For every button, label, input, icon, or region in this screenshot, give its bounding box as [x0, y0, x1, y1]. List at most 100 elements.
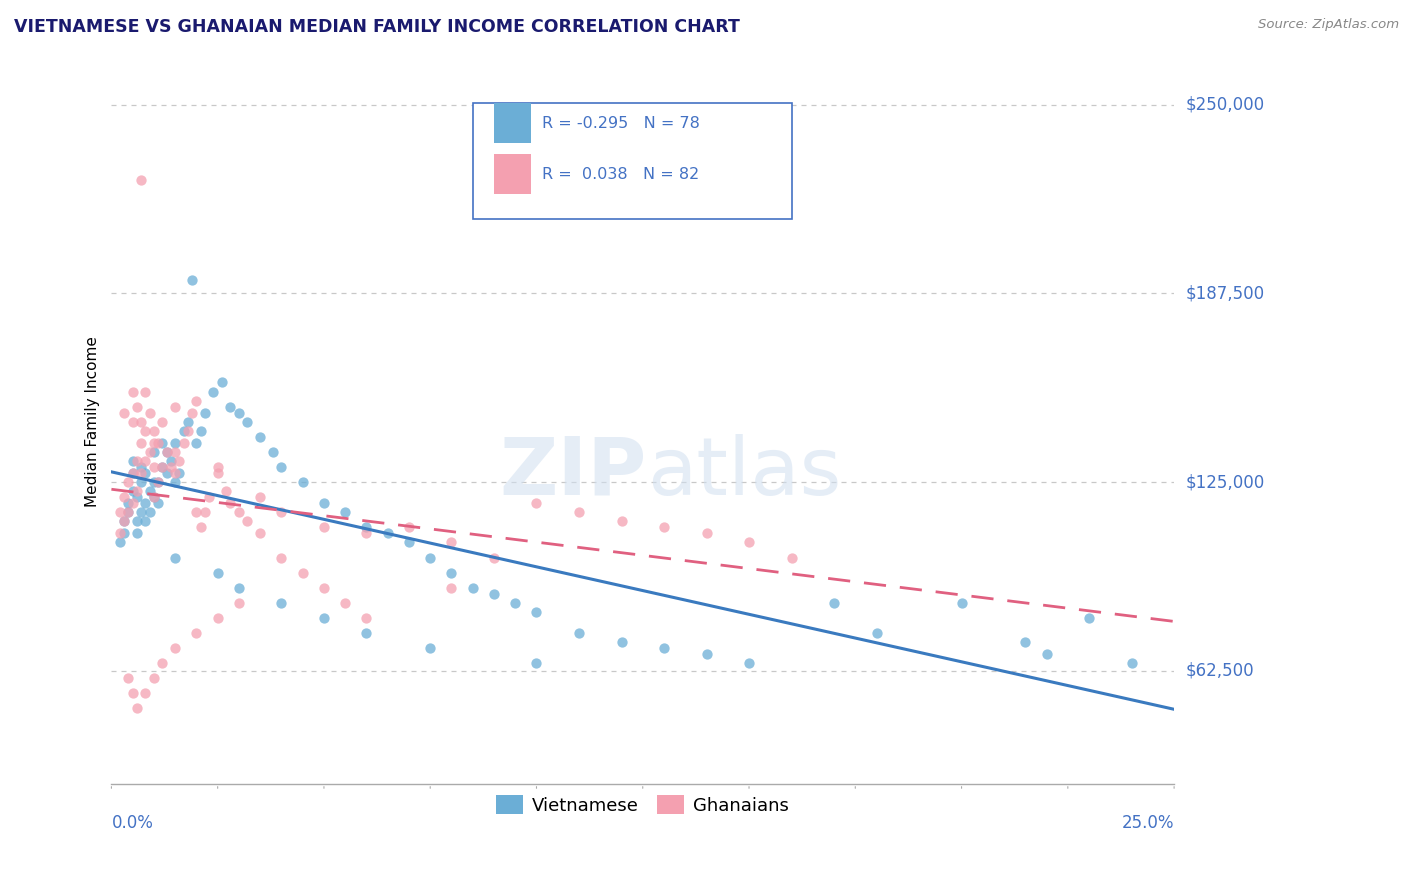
Text: $125,000: $125,000	[1185, 473, 1264, 491]
Point	[160, 454, 183, 468]
Text: 25.0%: 25.0%	[1122, 814, 1174, 832]
Point	[152, 415, 174, 429]
Point	[356, 611, 378, 625]
Point	[173, 424, 195, 438]
Point	[125, 454, 148, 468]
Text: Source: ZipAtlas.com: Source: ZipAtlas.com	[1258, 18, 1399, 31]
Point	[652, 641, 675, 656]
Point	[156, 466, 179, 480]
Legend: Vietnamese, Ghanaians: Vietnamese, Ghanaians	[489, 789, 796, 822]
Point	[228, 505, 250, 519]
Point	[165, 435, 187, 450]
Point	[219, 496, 242, 510]
Point	[125, 400, 148, 414]
Point	[207, 466, 229, 480]
Point	[207, 566, 229, 580]
Point	[249, 430, 271, 444]
Point	[568, 626, 591, 640]
Point	[262, 445, 284, 459]
Point	[356, 526, 378, 541]
Point	[398, 520, 420, 534]
Point	[112, 526, 135, 541]
Point	[138, 484, 160, 499]
Point	[156, 445, 179, 459]
Point	[228, 581, 250, 595]
Point	[129, 435, 152, 450]
Point	[129, 460, 152, 475]
Point	[738, 656, 761, 670]
Point	[356, 626, 378, 640]
Point	[152, 435, 174, 450]
Point	[121, 415, 143, 429]
Text: $62,500: $62,500	[1185, 662, 1254, 680]
Point	[228, 596, 250, 610]
FancyBboxPatch shape	[472, 103, 792, 219]
Point	[125, 490, 148, 504]
Point	[377, 526, 399, 541]
Point	[419, 550, 441, 565]
Point	[152, 460, 174, 475]
Point	[696, 526, 718, 541]
Point	[121, 484, 143, 499]
Point	[190, 424, 212, 438]
Point	[134, 466, 156, 480]
Point	[526, 656, 548, 670]
Point	[440, 581, 463, 595]
Point	[291, 566, 314, 580]
Point	[112, 514, 135, 528]
Point	[652, 520, 675, 534]
Point	[1078, 611, 1101, 625]
Point	[156, 445, 179, 459]
Point	[236, 415, 259, 429]
Point	[129, 415, 152, 429]
Point	[1014, 635, 1036, 649]
Point	[194, 406, 217, 420]
Point	[117, 475, 139, 489]
Point	[568, 505, 591, 519]
Point	[112, 406, 135, 420]
Point	[526, 496, 548, 510]
Point	[129, 173, 152, 187]
Point	[823, 596, 845, 610]
Text: R =  0.038   N = 82: R = 0.038 N = 82	[541, 167, 699, 182]
Point	[398, 535, 420, 549]
Point	[142, 671, 165, 685]
Point	[121, 384, 143, 399]
Text: 0.0%: 0.0%	[111, 814, 153, 832]
Point	[950, 596, 973, 610]
Point	[335, 596, 357, 610]
Point	[610, 635, 633, 649]
Point	[160, 460, 183, 475]
Point	[138, 445, 160, 459]
Point	[129, 466, 152, 480]
Point	[526, 605, 548, 619]
Point	[165, 445, 187, 459]
Point	[138, 406, 160, 420]
Point	[780, 550, 803, 565]
Point	[198, 490, 221, 504]
Text: atlas: atlas	[647, 434, 841, 512]
Point	[142, 475, 165, 489]
Point	[461, 581, 484, 595]
Point	[202, 384, 225, 399]
Point	[186, 626, 208, 640]
Point	[291, 475, 314, 489]
Point	[129, 475, 152, 489]
Point	[312, 611, 335, 625]
Point	[177, 415, 200, 429]
Point	[134, 686, 156, 700]
Text: ZIP: ZIP	[499, 434, 647, 512]
Point	[121, 496, 143, 510]
Point	[125, 701, 148, 715]
Point	[177, 424, 200, 438]
Point	[121, 466, 143, 480]
Point	[696, 647, 718, 661]
Point	[186, 435, 208, 450]
Point	[134, 514, 156, 528]
Point	[312, 520, 335, 534]
Point	[312, 496, 335, 510]
Point	[169, 454, 191, 468]
FancyBboxPatch shape	[494, 153, 531, 194]
Point	[112, 514, 135, 528]
Point	[207, 460, 229, 475]
